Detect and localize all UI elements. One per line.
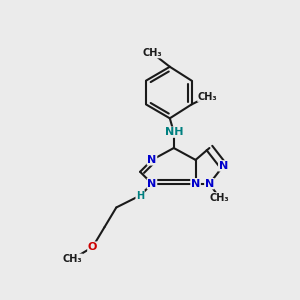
Text: O: O xyxy=(88,242,97,252)
Text: N: N xyxy=(219,161,228,171)
Text: CH₃: CH₃ xyxy=(198,92,217,101)
Text: N: N xyxy=(147,155,157,165)
Text: H: H xyxy=(136,190,144,201)
Text: N: N xyxy=(205,179,214,189)
Text: CH₃: CH₃ xyxy=(63,254,83,264)
Text: CH₃: CH₃ xyxy=(142,48,162,58)
Text: N: N xyxy=(191,179,200,189)
Text: N: N xyxy=(147,179,157,189)
Text: NH: NH xyxy=(164,127,183,137)
Text: CH₃: CH₃ xyxy=(209,193,229,202)
